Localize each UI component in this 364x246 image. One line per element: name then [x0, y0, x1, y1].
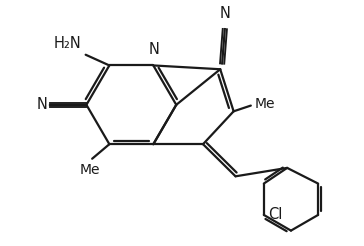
Text: H₂N: H₂N — [54, 36, 82, 51]
Text: N: N — [149, 42, 159, 57]
Text: N: N — [219, 6, 230, 21]
Text: Me: Me — [80, 163, 100, 177]
Text: N: N — [36, 97, 47, 112]
Text: Me: Me — [255, 97, 275, 111]
Text: Cl: Cl — [268, 207, 283, 222]
